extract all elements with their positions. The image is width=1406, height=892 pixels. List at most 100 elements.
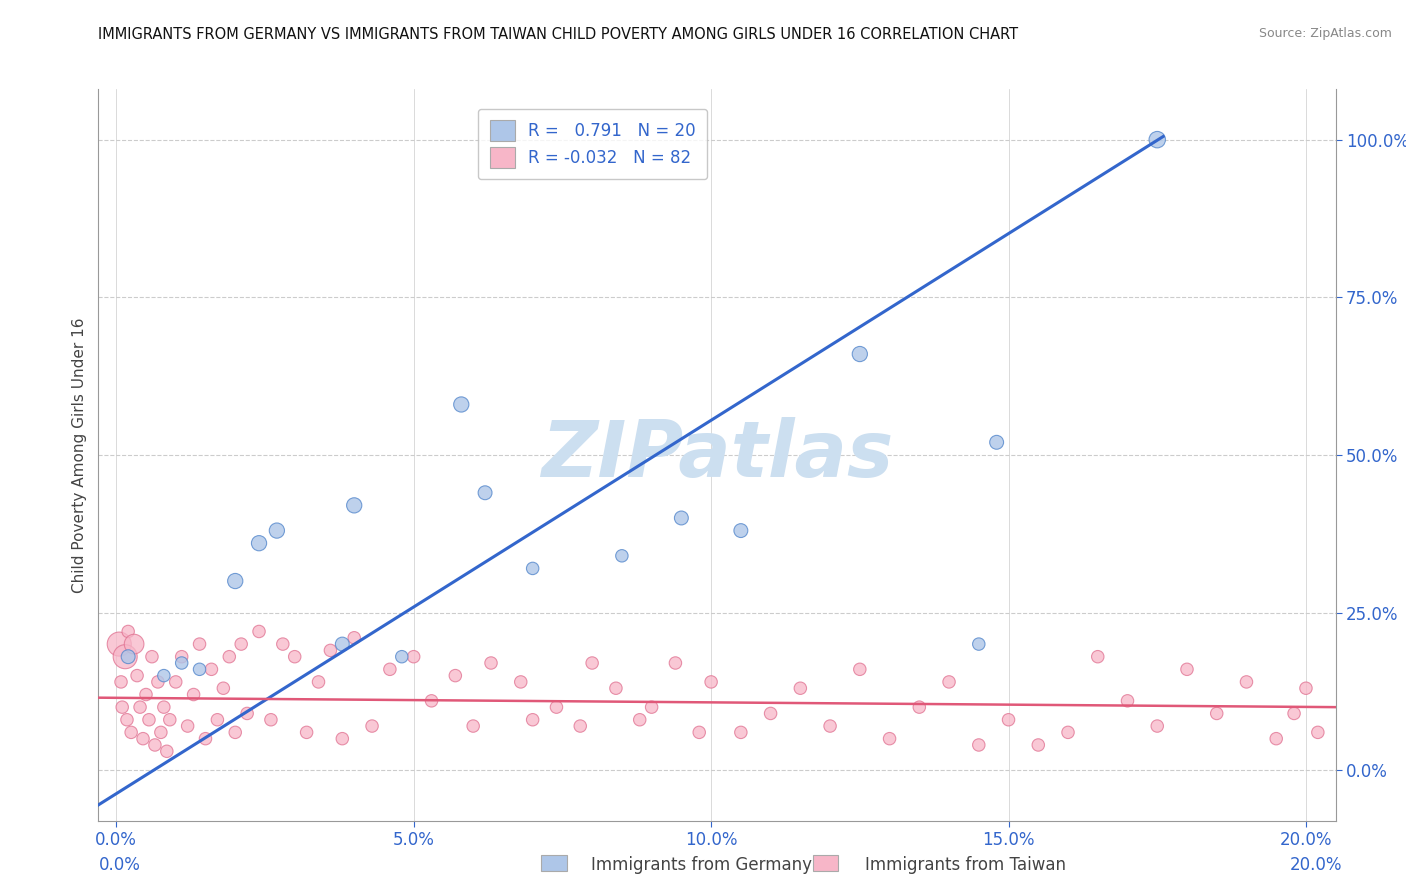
Point — [759, 706, 782, 721]
Point — [1026, 738, 1049, 752]
Point — [664, 656, 686, 670]
Point — [308, 674, 330, 689]
Point — [671, 511, 693, 525]
Point — [967, 637, 990, 651]
Point — [444, 668, 467, 682]
Text: IMMIGRANTS FROM GERMANY VS IMMIGRANTS FROM TAIWAN CHILD POVERTY AMONG GIRLS UNDE: IMMIGRANTS FROM GERMANY VS IMMIGRANTS FR… — [98, 27, 1018, 42]
Point — [1236, 674, 1258, 689]
Point — [200, 662, 222, 676]
Point — [170, 649, 193, 664]
Point — [908, 700, 931, 714]
Point — [391, 649, 413, 664]
Text: 20.0%: 20.0% — [1291, 856, 1343, 874]
Point — [849, 347, 872, 361]
Point — [1306, 725, 1329, 739]
Point — [271, 637, 294, 651]
Point — [730, 524, 752, 538]
Point — [260, 713, 283, 727]
Point — [319, 643, 342, 657]
Bar — [813, 855, 838, 871]
Point — [141, 649, 163, 664]
Point — [1282, 706, 1305, 721]
Point — [122, 637, 145, 651]
Point — [1265, 731, 1288, 746]
Point — [789, 681, 811, 696]
Y-axis label: Child Poverty Among Girls Under 16: Child Poverty Among Girls Under 16 — [72, 318, 87, 592]
Point — [1205, 706, 1227, 721]
Point — [479, 656, 502, 670]
Point — [522, 713, 544, 727]
Text: Source: ZipAtlas.com: Source: ZipAtlas.com — [1258, 27, 1392, 40]
Point — [997, 713, 1019, 727]
Point — [110, 674, 132, 689]
Point — [135, 688, 157, 702]
Point — [224, 574, 246, 588]
Point — [1146, 133, 1168, 147]
Point — [117, 649, 139, 664]
Point — [156, 744, 179, 758]
Point — [153, 668, 176, 682]
Point — [165, 674, 187, 689]
Text: ZIPatlas: ZIPatlas — [541, 417, 893, 493]
Point — [138, 713, 160, 727]
Point — [231, 637, 253, 651]
Point — [115, 713, 138, 727]
Text: 0.0%: 0.0% — [98, 856, 141, 874]
Point — [212, 681, 235, 696]
Point — [818, 719, 841, 733]
Point — [188, 637, 211, 651]
Text: Immigrants from Germany: Immigrants from Germany — [591, 856, 811, 874]
Point — [343, 499, 366, 513]
Point — [688, 725, 710, 739]
Point — [1175, 662, 1198, 676]
Point — [361, 719, 384, 733]
Point — [402, 649, 425, 664]
Point — [343, 631, 366, 645]
Point — [143, 738, 166, 752]
Point — [247, 624, 270, 639]
Point — [420, 694, 443, 708]
Point — [450, 397, 472, 411]
Point — [605, 681, 627, 696]
Point — [176, 719, 198, 733]
Point — [1146, 719, 1168, 733]
Point — [247, 536, 270, 550]
Point — [188, 662, 211, 676]
Point — [132, 731, 155, 746]
Point — [224, 725, 246, 739]
Point — [149, 725, 172, 739]
Point — [522, 561, 544, 575]
Point — [640, 700, 662, 714]
Point — [153, 700, 176, 714]
Point — [628, 713, 651, 727]
Point — [700, 674, 723, 689]
Point — [546, 700, 568, 714]
Point — [463, 719, 485, 733]
Point — [127, 668, 149, 682]
Point — [986, 435, 1008, 450]
Point — [108, 637, 131, 651]
Point — [114, 649, 136, 664]
Point — [236, 706, 259, 721]
Point — [879, 731, 901, 746]
Bar — [541, 855, 567, 871]
Point — [1087, 649, 1109, 664]
Point — [284, 649, 307, 664]
Point — [849, 662, 872, 676]
Text: Immigrants from Taiwan: Immigrants from Taiwan — [865, 856, 1066, 874]
Point — [266, 524, 288, 538]
Point — [1057, 725, 1080, 739]
Point — [1116, 694, 1139, 708]
Point — [474, 485, 496, 500]
Point — [295, 725, 318, 739]
Point — [111, 700, 134, 714]
Point — [967, 738, 990, 752]
Point — [610, 549, 633, 563]
Point — [581, 656, 603, 670]
Legend: R =   0.791   N = 20, R = -0.032   N = 82: R = 0.791 N = 20, R = -0.032 N = 82 — [478, 109, 707, 179]
Point — [194, 731, 217, 746]
Point — [330, 731, 353, 746]
Point — [569, 719, 592, 733]
Point — [378, 662, 401, 676]
Point — [129, 700, 152, 714]
